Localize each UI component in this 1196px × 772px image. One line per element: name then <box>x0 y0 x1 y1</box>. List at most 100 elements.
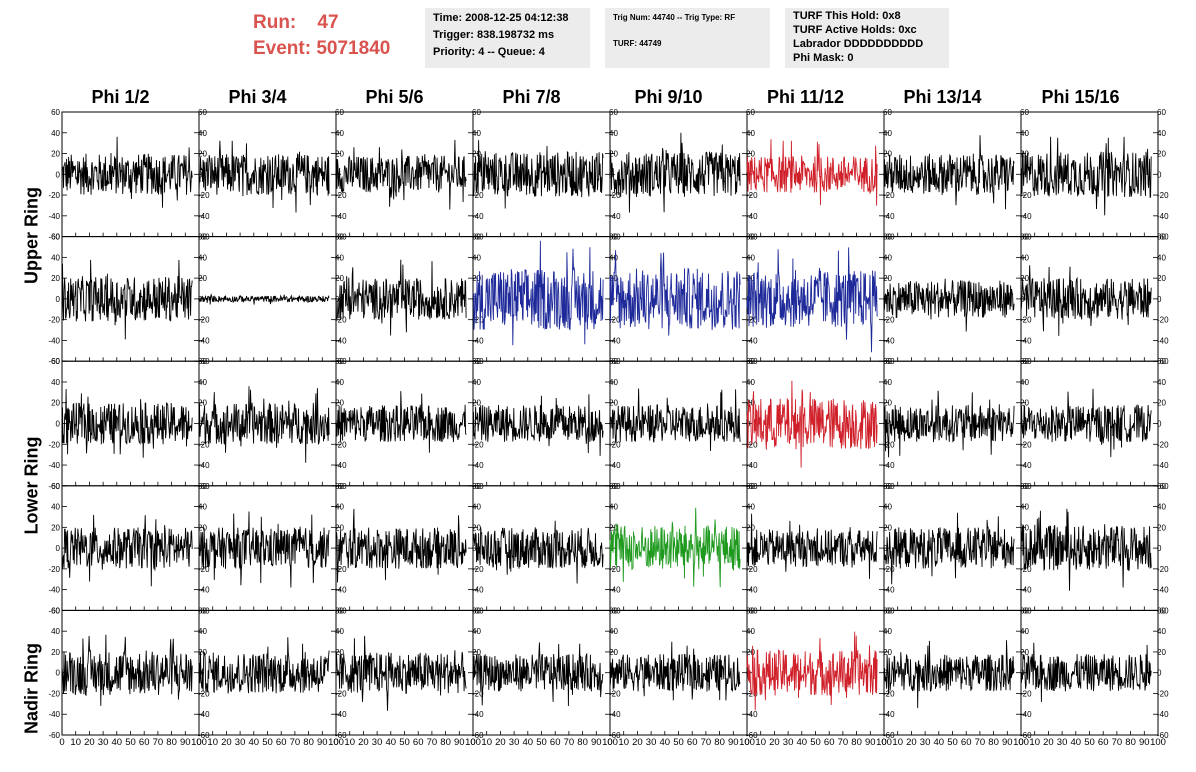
y-tick-label-inner-r0-c7-6: 60 <box>1157 108 1166 117</box>
x-tick-label-c1-5: 50 <box>262 737 273 748</box>
y-tick-label-r0-c0-0: -60 <box>48 233 60 242</box>
y-tick-label-inner-r1-c4-4: 20 <box>746 274 755 283</box>
y-tick-label-inner-r4-c7-2: -20 <box>1157 689 1169 698</box>
y-tick-label-inner-r0-c7-3: 0 <box>1157 170 1162 179</box>
waveform-trace-r0-c1 <box>198 140 330 213</box>
y-tick-label-inner-r1-c0-5: 40 <box>198 253 207 262</box>
x-tick-label-c4-4: 40 <box>660 737 671 748</box>
x-tick-label-c0-9: 90 <box>180 737 191 748</box>
y-tick-label-inner-r2-c2-3: 0 <box>472 420 477 429</box>
y-tick-label-r1-c0-1: -40 <box>48 336 60 345</box>
y-tick-label-inner-r4-c6-2: -20 <box>1020 689 1032 698</box>
x-tick-label-c5-5: 50 <box>810 737 821 748</box>
y-tick-label-inner-r4-c2-2: -20 <box>472 689 484 698</box>
y-tick-label-inner-r0-c1-2: -20 <box>335 191 347 200</box>
y-tick-label-inner-r3-c0-1: -40 <box>198 586 210 595</box>
x-tick-label-c7-5: 50 <box>1084 737 1095 748</box>
y-tick-label-inner-r0-c2-5: 40 <box>472 129 481 138</box>
y-tick-label-inner-r4-c5-6: 60 <box>883 606 892 615</box>
y-tick-label-inner-r3-c2-2: -20 <box>472 565 484 574</box>
waveform-trace-r0-c0 <box>61 136 193 208</box>
x-tick-label-c3-10: 100 <box>602 737 618 748</box>
waveform-trace-r4-c2 <box>335 635 467 711</box>
y-tick-label-r1-c0-4: 20 <box>51 274 60 283</box>
y-tick-label-inner-r4-c5-3: 0 <box>883 669 888 678</box>
waveform-trace-r3-c5 <box>746 513 878 579</box>
y-tick-label-inner-r1-c5-5: 40 <box>883 253 892 262</box>
x-tick-label-c4-1: 10 <box>618 737 629 748</box>
x-tick-label-c4-3: 30 <box>646 737 657 748</box>
x-tick-label-c2-3: 30 <box>372 737 383 748</box>
x-tick-label-c7-2: 20 <box>1043 737 1054 748</box>
column-header-phi-11-12: Phi 11/12 <box>766 87 845 107</box>
y-tick-label-inner-r4-c7-1: -40 <box>1157 710 1169 719</box>
y-tick-label-r2-c0-0: -60 <box>48 482 60 491</box>
waveform-trace-r2-c2 <box>335 391 467 453</box>
y-tick-label-r2-c0-3: 0 <box>56 420 61 429</box>
y-tick-label-inner-r4-c7-4: 20 <box>1157 648 1166 657</box>
x-tick-label-c5-8: 80 <box>851 737 862 748</box>
y-tick-label-inner-r2-c6-2: -20 <box>1020 440 1032 449</box>
y-tick-label-inner-r1-c6-3: 0 <box>1020 295 1025 304</box>
y-tick-label-inner-r1-c1-0: -60 <box>335 357 347 366</box>
x-tick-label-c7-6: 60 <box>1098 737 1109 748</box>
y-tick-label-inner-r1-c1-5: 40 <box>335 253 344 262</box>
waveform-trace-r0-c2 <box>335 139 467 210</box>
x-tick-label-c6-10: 100 <box>1013 737 1029 748</box>
event-row: Event: 5071840 <box>253 36 390 62</box>
y-tick-label-inner-r2-c2-1: -40 <box>472 461 484 470</box>
y-tick-label-inner-r3-c6-1: -40 <box>1020 586 1032 595</box>
y-tick-label-inner-r1-c5-6: 60 <box>883 233 892 242</box>
y-tick-label-r4-c0-3: 0 <box>56 669 61 678</box>
y-tick-label-inner-r1-c0-6: 60 <box>198 233 207 242</box>
trig-num-text: Trig Num: 44740 -- Trig Type: RF <box>613 13 736 22</box>
panel-frame-r4-c1 <box>198 609 337 736</box>
y-tick-label-inner-r4-c0-1: -40 <box>198 710 210 719</box>
x-tick-label-c0-6: 60 <box>139 737 150 748</box>
y-tick-label-inner-r2-c6-1: -40 <box>1020 461 1032 470</box>
y-tick-label-inner-r4-c4-4: 20 <box>746 648 755 657</box>
x-tick-label-c2-8: 80 <box>440 737 451 748</box>
y-tick-label-inner-r1-c2-2: -20 <box>472 316 484 325</box>
y-tick-label-inner-r0-c7-5: 40 <box>1157 129 1166 138</box>
y-tick-label-r3-c0-2: -20 <box>48 565 60 574</box>
y-tick-label-inner-r0-c2-2: -20 <box>472 191 484 200</box>
y-tick-label-inner-r3-c6-6: 60 <box>1020 482 1029 491</box>
y-tick-label-inner-r1-c1-4: 20 <box>335 274 344 283</box>
y-tick-label-inner-r1-c1-1: -40 <box>335 336 347 345</box>
y-tick-label-r2-c0-6: 60 <box>51 357 60 366</box>
y-tick-label-inner-r4-c7-5: 40 <box>1157 627 1166 636</box>
x-tick-label-c1-2: 20 <box>221 737 232 748</box>
y-tick-label-inner-r3-c4-0: -60 <box>746 606 758 615</box>
x-tick-label-c3-9: 90 <box>591 737 602 748</box>
y-tick-label-inner-r1-c7-4: 20 <box>1157 274 1166 283</box>
y-tick-label-inner-r4-c4-6: 60 <box>746 606 755 615</box>
x-tick-label-c3-8: 80 <box>577 737 588 748</box>
y-tick-label-r3-c0-6: 60 <box>51 482 60 491</box>
column-header-phi-9-10: Phi 9/10 <box>634 87 703 107</box>
y-tick-label-inner-r0-c3-5: 40 <box>609 129 618 138</box>
y-tick-label-inner-r0-c7-4: 20 <box>1157 150 1166 159</box>
y-tick-label-inner-r4-c6-5: 40 <box>1020 627 1029 636</box>
y-tick-label-r0-c0-3: 0 <box>56 170 61 179</box>
waveform-trace-r0-c3 <box>472 140 604 209</box>
y-tick-label-inner-r0-c4-2: -20 <box>746 191 758 200</box>
y-tick-label-inner-r1-c1-6: 60 <box>335 233 344 242</box>
y-tick-label-inner-r3-c2-6: 60 <box>472 482 481 491</box>
y-tick-label-inner-r0-c5-1: -40 <box>883 212 895 221</box>
x-tick-label-c6-6: 60 <box>961 737 972 748</box>
x-tick-label-c2-6: 60 <box>413 737 424 748</box>
y-tick-label-inner-r0-c4-5: 40 <box>746 129 755 138</box>
y-tick-label-inner-r3-c7-3: 0 <box>1157 544 1162 553</box>
y-tick-label-inner-r4-c0-5: 40 <box>198 627 207 636</box>
y-tick-label-inner-r3-c3-6: 60 <box>609 482 618 491</box>
y-tick-label-inner-r2-c2-6: 60 <box>472 357 481 366</box>
y-tick-label-inner-r4-c6-6: 60 <box>1020 606 1029 615</box>
x-tick-label-c5-6: 60 <box>824 737 835 748</box>
y-tick-label-inner-r4-c1-2: -20 <box>335 689 347 698</box>
y-tick-label-inner-r1-c6-0: -60 <box>1020 357 1032 366</box>
y-tick-label-inner-r2-c7-6: 60 <box>1157 357 1166 366</box>
trig-num-box: Trig Num: 44740 -- Trig Type: RF TURF: 4… <box>605 8 770 68</box>
x-tick-label-c0-0: 0 <box>59 737 64 748</box>
x-tick-label-c1-0: 0 <box>196 737 201 748</box>
